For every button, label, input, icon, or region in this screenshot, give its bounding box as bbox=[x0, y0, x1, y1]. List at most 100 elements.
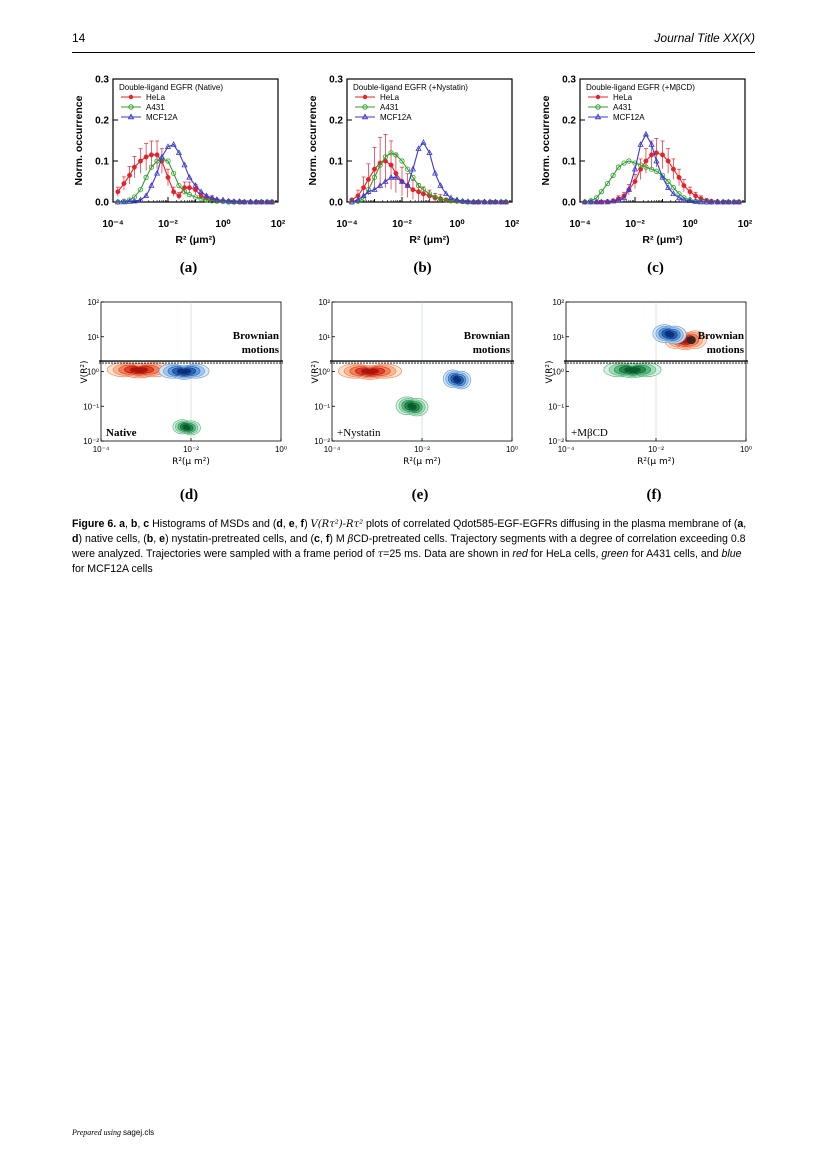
x-tick-label: 10⁻⁴ bbox=[558, 445, 575, 454]
point-mcf12a bbox=[708, 198, 715, 205]
point-mcf12a bbox=[502, 198, 509, 205]
point-hela bbox=[693, 193, 699, 199]
point-mcf12a bbox=[148, 182, 155, 188]
caption-seg-26: β bbox=[347, 534, 354, 545]
y-tick-label: 0.3 bbox=[329, 75, 343, 86]
x-axis-label: R² (μm²) bbox=[175, 234, 215, 246]
point-a431 bbox=[198, 196, 204, 202]
point-mcf12a bbox=[735, 198, 742, 205]
point-hela bbox=[176, 193, 182, 199]
x-tick-label: 10⁻⁴ bbox=[102, 219, 123, 230]
point-a431 bbox=[154, 158, 160, 164]
figure-caption: Figure 6. a, b, c Histograms of MSDs and… bbox=[72, 517, 756, 577]
point-mcf12a bbox=[659, 173, 666, 180]
point-hela bbox=[632, 179, 638, 184]
x-tick-label: 10⁰ bbox=[682, 219, 697, 230]
point-mcf12a bbox=[120, 198, 128, 205]
point-mcf12a bbox=[475, 198, 482, 205]
x-axis-label: R² (μm²) bbox=[409, 234, 449, 246]
point-hela bbox=[154, 152, 160, 158]
point-a431 bbox=[377, 162, 383, 168]
point-mcf12a bbox=[620, 194, 628, 201]
point-mcf12a bbox=[208, 194, 216, 201]
contour-a431 bbox=[184, 425, 191, 431]
point-a431 bbox=[670, 185, 677, 191]
caption-seg-8: e bbox=[288, 518, 295, 530]
caption-seg-24: f bbox=[325, 533, 330, 545]
x-axis-label: R² (μm²) bbox=[642, 234, 682, 246]
x-axis-label: R²(μ m²) bbox=[172, 457, 210, 467]
header-rule bbox=[72, 52, 755, 53]
y-tick-label: 10⁻¹ bbox=[83, 402, 99, 411]
caption-seg-33: for A431 cells, and bbox=[628, 548, 722, 560]
x-tick-label: 10² bbox=[271, 219, 286, 230]
point-mcf12a bbox=[437, 182, 444, 188]
point-hela bbox=[665, 158, 671, 164]
point-mcf12a bbox=[420, 139, 427, 145]
caption-seg-11: ) bbox=[304, 518, 311, 530]
point-mcf12a bbox=[354, 196, 362, 203]
point-mcf12a bbox=[670, 190, 677, 196]
point-a431 bbox=[648, 166, 655, 172]
caption-seg-4: c bbox=[143, 518, 150, 530]
series-line-mcf12a bbox=[117, 143, 272, 203]
point-a431 bbox=[432, 194, 438, 200]
point-mcf12a bbox=[398, 178, 406, 184]
x-tick-label: 10⁰ bbox=[449, 219, 464, 230]
point-mcf12a bbox=[470, 198, 477, 205]
x-tick-label: 10⁰ bbox=[506, 445, 518, 454]
point-mcf12a bbox=[137, 196, 144, 203]
point-a431 bbox=[626, 158, 632, 164]
point-mcf12a bbox=[382, 178, 389, 184]
contour-a431 bbox=[409, 404, 417, 410]
point-hela bbox=[388, 162, 394, 168]
point-mcf12a bbox=[126, 198, 133, 204]
point-hela bbox=[143, 154, 149, 160]
caption-seg-2: b bbox=[130, 518, 138, 530]
legend-title: Double-ligand EGFR (Native) bbox=[119, 83, 223, 92]
legend-marker bbox=[361, 113, 369, 120]
point-mcf12a bbox=[615, 196, 622, 203]
point-a431 bbox=[209, 198, 215, 204]
contour-panel-0: Brownian motions Native 10⁻² 10⁻¹ 10⁰ 10¹ 10² 10… bbox=[80, 298, 287, 503]
y-tick-label: 10¹ bbox=[87, 333, 99, 342]
caption-seg-19: , bbox=[153, 533, 160, 545]
region-label-2: motions bbox=[242, 344, 280, 356]
point-mcf12a bbox=[680, 196, 687, 203]
y-tick-label: 10⁻² bbox=[548, 437, 564, 446]
legend-title: Double-ligand EGFR (+MβCD) bbox=[586, 83, 695, 92]
panel-label: (c) bbox=[647, 260, 664, 276]
caption-seg-21: ) nystatin-pretreated cells, and ( bbox=[165, 533, 315, 545]
y-tick-label: 10⁻¹ bbox=[314, 402, 330, 411]
caption-seg-14: a bbox=[737, 518, 744, 530]
point-hela bbox=[416, 189, 422, 195]
x-tick-label: 10⁻⁴ bbox=[324, 445, 341, 454]
point-hela bbox=[365, 177, 371, 182]
x-tick-label: 10⁻⁴ bbox=[336, 219, 357, 230]
point-a431 bbox=[621, 160, 627, 166]
point-mcf12a bbox=[442, 190, 450, 196]
legend-label-hela: HeLa bbox=[146, 93, 166, 102]
point-mcf12a bbox=[675, 194, 683, 201]
point-mcf12a bbox=[230, 198, 238, 204]
point-mcf12a bbox=[263, 198, 271, 205]
point-a431 bbox=[137, 187, 144, 193]
point-mcf12a bbox=[253, 198, 260, 205]
point-a431 bbox=[388, 150, 394, 156]
contour-panel-2: Brownian motions +MβCD 10⁻² 10⁻¹ 10⁰ 10¹ 10² 10⁻… bbox=[545, 298, 752, 503]
point-mcf12a bbox=[598, 198, 605, 205]
legend-label-mcf12a: MCF12A bbox=[613, 113, 645, 122]
point-hela bbox=[148, 152, 154, 158]
point-mcf12a bbox=[725, 198, 732, 205]
caption-seg-10: f bbox=[300, 518, 305, 530]
point-mcf12a bbox=[268, 198, 275, 205]
point-mcf12a bbox=[170, 141, 177, 147]
y-tick-label: 10² bbox=[87, 298, 99, 307]
region-label-1: Brownian bbox=[698, 330, 744, 342]
legend-marker bbox=[127, 113, 135, 120]
y-tick-label: 0.1 bbox=[329, 157, 343, 168]
y-tick-label: 10⁻² bbox=[83, 437, 99, 446]
point-a431 bbox=[171, 170, 177, 176]
caption-seg-31: for HeLa cells, bbox=[527, 548, 602, 560]
point-a431 bbox=[665, 178, 671, 185]
